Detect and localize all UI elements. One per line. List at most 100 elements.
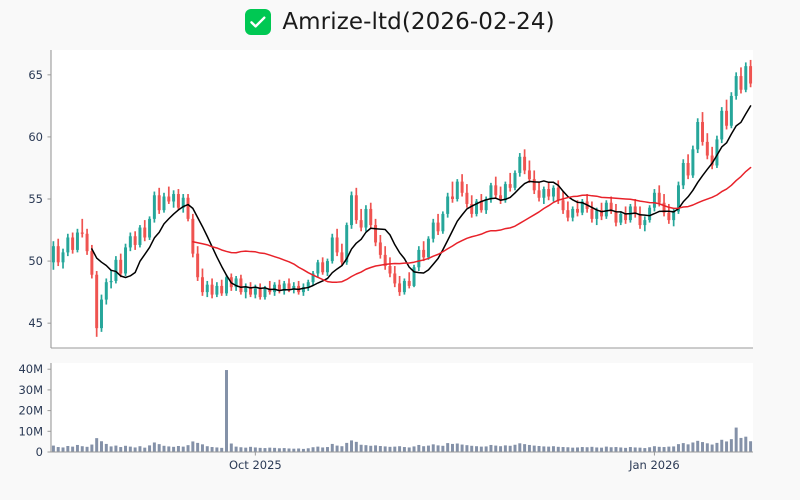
candle-body — [369, 208, 373, 226]
candle-body — [95, 274, 99, 329]
volume-bar — [465, 445, 469, 452]
candle-body — [287, 283, 291, 290]
volume-bar — [239, 447, 243, 452]
candle-body — [523, 156, 527, 171]
candle-body — [604, 202, 608, 217]
volume-bar — [441, 445, 445, 452]
candle-body — [148, 218, 152, 238]
candle-body — [210, 284, 214, 295]
price-y-axis-ticks: 45 50 55 60 65 — [28, 68, 51, 330]
volume-tick-label: 40M — [18, 362, 43, 376]
candle-body — [316, 262, 320, 274]
volume-bar — [325, 447, 329, 452]
volume-bar — [643, 448, 647, 452]
candle-body — [547, 189, 551, 197]
candle-body — [436, 222, 440, 232]
volume-bar — [547, 446, 551, 452]
volume-bar — [402, 447, 406, 452]
candle-body — [205, 284, 209, 293]
volume-bar — [56, 447, 60, 452]
candle-body — [393, 273, 397, 284]
candle-body — [282, 283, 286, 291]
candle-body — [311, 273, 315, 283]
candle-body — [162, 196, 166, 211]
candle-body — [715, 139, 719, 166]
volume-bar — [614, 447, 618, 452]
volume-bar — [532, 445, 536, 452]
candle-body — [321, 262, 325, 273]
volume-bar — [393, 446, 397, 452]
volume-bar — [729, 439, 733, 452]
candle-wick — [509, 172, 512, 192]
candle-body — [624, 213, 628, 221]
candle-body — [388, 266, 392, 274]
candle-body — [426, 238, 430, 258]
candle-body — [277, 284, 281, 291]
candle-body — [667, 212, 671, 221]
volume-bar — [229, 443, 233, 452]
candle-body — [273, 284, 277, 293]
candle-body — [503, 184, 507, 201]
price-panel-background — [51, 50, 753, 348]
candle-body — [258, 288, 262, 298]
moving-average-lines-group — [91, 105, 752, 292]
volume-bar — [374, 445, 378, 452]
candle-body — [734, 76, 738, 96]
page-title: Amrize-ltd(2026-02-24) — [282, 8, 555, 35]
volume-bar — [234, 446, 238, 452]
candle-body — [494, 185, 498, 196]
volume-bar — [585, 447, 589, 452]
candle-wick — [81, 218, 84, 238]
volume-bar — [383, 446, 387, 452]
volume-bar — [90, 444, 94, 452]
candle-body — [225, 277, 228, 294]
candle-wick — [110, 269, 112, 289]
candle-body — [561, 200, 565, 211]
x-axis-ticks: Oct 2025 Jan 2026 — [229, 452, 680, 472]
volume-bar — [316, 446, 320, 452]
volume-bar — [258, 447, 262, 452]
volume-bar — [321, 447, 325, 452]
candle-body — [676, 185, 680, 212]
candle-body — [176, 194, 180, 208]
candle-body — [652, 192, 656, 208]
candle-body — [470, 203, 474, 214]
candle-body — [614, 211, 618, 223]
candle-body — [412, 267, 416, 286]
candle-body — [441, 213, 445, 232]
ma-fast-line — [91, 105, 752, 292]
candle-body — [239, 278, 243, 293]
candle-body — [301, 287, 305, 293]
candle-body — [681, 162, 685, 186]
check-square-icon — [245, 9, 272, 35]
candle-body — [138, 227, 142, 245]
volume-bar — [571, 447, 575, 452]
candle-wick — [167, 186, 170, 204]
volume-bar — [148, 445, 152, 452]
volume-bar — [301, 448, 305, 452]
candle-body — [196, 253, 200, 278]
candle-body — [181, 197, 185, 208]
candle-body — [643, 220, 647, 226]
candle-body — [576, 208, 579, 213]
x-tick-label: Jan 2026 — [628, 458, 680, 472]
volume-bar — [253, 447, 257, 452]
candle-body — [633, 206, 637, 214]
price-tick-label: 55 — [28, 192, 43, 206]
volume-bar — [80, 446, 84, 452]
volume-bar — [335, 445, 339, 452]
candle-body — [465, 192, 469, 204]
volume-bar — [350, 440, 354, 452]
volume-bar — [268, 447, 272, 452]
volume-bar — [672, 446, 676, 452]
volume-bar — [196, 442, 200, 452]
candle-body — [662, 202, 666, 213]
candle-body — [402, 280, 406, 293]
volume-bar — [691, 442, 695, 452]
candle-wick — [576, 200, 579, 217]
volume-bar — [225, 370, 228, 452]
candle-body — [234, 278, 238, 288]
volume-bar — [710, 444, 714, 452]
